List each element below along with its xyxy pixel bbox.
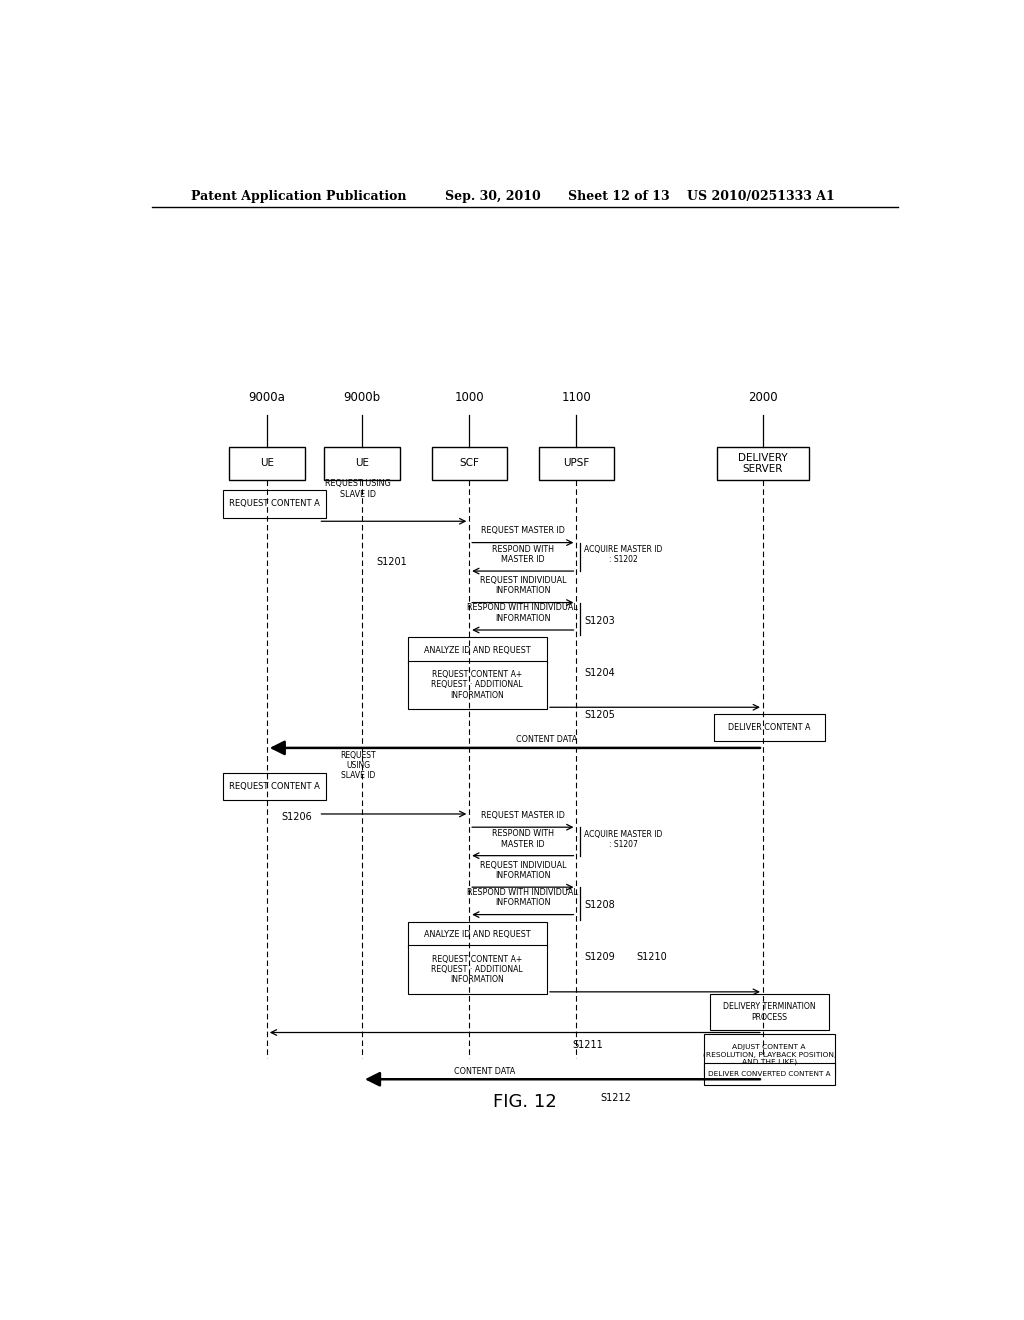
- Text: 9000b: 9000b: [343, 391, 381, 404]
- Text: US 2010/0251333 A1: US 2010/0251333 A1: [687, 190, 836, 202]
- Text: S1210: S1210: [636, 952, 667, 962]
- FancyBboxPatch shape: [408, 945, 547, 994]
- Text: S1205: S1205: [585, 710, 615, 721]
- FancyBboxPatch shape: [431, 447, 507, 479]
- FancyBboxPatch shape: [717, 447, 809, 479]
- Text: 9000a: 9000a: [249, 391, 286, 404]
- Text: REQUEST INDIVIDUAL
INFORMATION: REQUEST INDIVIDUAL INFORMATION: [479, 861, 566, 880]
- Text: REQUEST MASTER ID: REQUEST MASTER ID: [481, 810, 565, 820]
- Text: S1203: S1203: [585, 616, 615, 627]
- Text: REQUEST CONTENT A: REQUEST CONTENT A: [229, 781, 321, 791]
- FancyBboxPatch shape: [223, 774, 327, 800]
- Text: UE: UE: [355, 458, 369, 469]
- FancyBboxPatch shape: [408, 921, 547, 948]
- Text: REQUEST CONTENT A+
REQUEST · ADDITIONAL
INFORMATION: REQUEST CONTENT A+ REQUEST · ADDITIONAL …: [431, 671, 523, 700]
- Text: S1212: S1212: [600, 1093, 631, 1102]
- Text: DELIVER CONVERTED CONTENT A: DELIVER CONVERTED CONTENT A: [708, 1071, 830, 1077]
- Text: CONTENT DATA: CONTENT DATA: [455, 1067, 516, 1076]
- Text: Sep. 30, 2010: Sep. 30, 2010: [445, 190, 542, 202]
- Text: REQUEST USING
SLAVE ID: REQUEST USING SLAVE ID: [326, 479, 391, 499]
- Text: UPSF: UPSF: [563, 458, 590, 469]
- Text: REQUEST INDIVIDUAL
INFORMATION: REQUEST INDIVIDUAL INFORMATION: [479, 576, 566, 595]
- Text: DELIVERY TERMINATION
PROCESS: DELIVERY TERMINATION PROCESS: [723, 1002, 815, 1022]
- Text: ACQUIRE MASTER ID
: S1207: ACQUIRE MASTER ID : S1207: [585, 830, 663, 849]
- Text: ADJUST CONTENT A
(RESOLUTION, PLAYBACK POSITION,
AND THE LIKE): ADJUST CONTENT A (RESOLUTION, PLAYBACK P…: [702, 1044, 836, 1065]
- Text: REQUEST CONTENT A: REQUEST CONTENT A: [229, 499, 321, 508]
- Text: REQUEST MASTER ID: REQUEST MASTER ID: [481, 527, 565, 536]
- FancyBboxPatch shape: [223, 490, 327, 519]
- Text: S1204: S1204: [585, 668, 615, 677]
- Text: S1201: S1201: [377, 557, 408, 566]
- FancyBboxPatch shape: [539, 447, 614, 479]
- Text: FIG. 12: FIG. 12: [493, 1093, 557, 1110]
- Text: RESPOND WITH INDIVIDUAL
INFORMATION: RESPOND WITH INDIVIDUAL INFORMATION: [467, 603, 579, 623]
- Text: REQUEST CONTENT A+
REQUEST · ADDITIONAL
INFORMATION: REQUEST CONTENT A+ REQUEST · ADDITIONAL …: [431, 954, 523, 985]
- Text: REQUEST
USING
SLAVE ID: REQUEST USING SLAVE ID: [340, 751, 376, 780]
- FancyBboxPatch shape: [229, 447, 304, 479]
- Text: S1211: S1211: [572, 1040, 603, 1049]
- FancyBboxPatch shape: [408, 660, 547, 709]
- Text: Patent Application Publication: Patent Application Publication: [191, 190, 407, 202]
- Text: RESPOND WITH
MASTER ID: RESPOND WITH MASTER ID: [492, 545, 554, 564]
- Text: 2000: 2000: [749, 391, 777, 404]
- Text: SCF: SCF: [460, 458, 479, 469]
- Text: 1100: 1100: [561, 391, 591, 404]
- Text: S1208: S1208: [585, 900, 615, 909]
- FancyBboxPatch shape: [714, 714, 824, 741]
- Text: Sheet 12 of 13: Sheet 12 of 13: [568, 190, 670, 202]
- FancyBboxPatch shape: [408, 638, 547, 664]
- Text: ACQUIRE MASTER ID
: S1202: ACQUIRE MASTER ID : S1202: [585, 545, 663, 565]
- Text: DELIVERY
SERVER: DELIVERY SERVER: [738, 453, 787, 474]
- FancyBboxPatch shape: [703, 1034, 835, 1076]
- Text: S1209: S1209: [585, 952, 615, 962]
- Text: S1206: S1206: [282, 812, 312, 822]
- Text: UE: UE: [260, 458, 273, 469]
- Text: ANALYZE ID AND REQUEST: ANALYZE ID AND REQUEST: [424, 645, 530, 655]
- FancyBboxPatch shape: [703, 1063, 835, 1085]
- Text: RESPOND WITH
MASTER ID: RESPOND WITH MASTER ID: [492, 829, 554, 849]
- Text: RESPOND WITH INDIVIDUAL
INFORMATION: RESPOND WITH INDIVIDUAL INFORMATION: [467, 888, 579, 907]
- FancyBboxPatch shape: [325, 447, 399, 479]
- Text: ANALYZE ID AND REQUEST: ANALYZE ID AND REQUEST: [424, 931, 530, 940]
- Text: 1000: 1000: [455, 391, 484, 404]
- Text: DELIVER CONTENT A: DELIVER CONTENT A: [728, 723, 810, 733]
- FancyBboxPatch shape: [710, 994, 828, 1031]
- Text: CONTENT DATA: CONTENT DATA: [516, 735, 578, 744]
